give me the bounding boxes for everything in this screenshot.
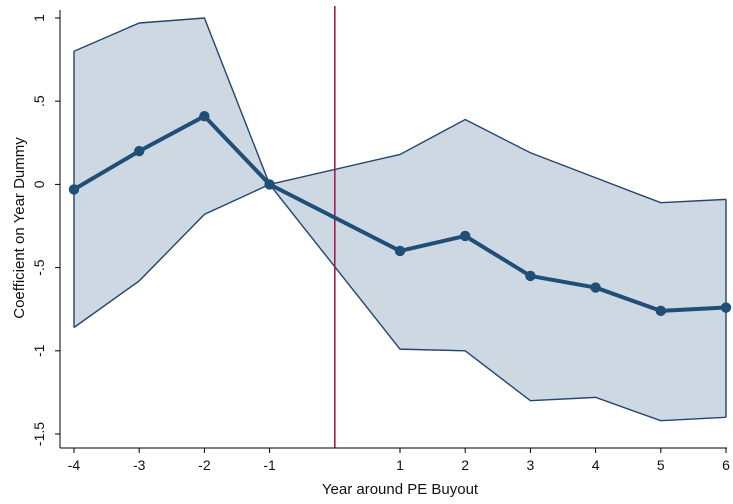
data-point bbox=[590, 282, 601, 293]
x-tick-label: 6 bbox=[722, 457, 730, 473]
x-tick-label: 4 bbox=[592, 457, 600, 473]
data-point bbox=[460, 230, 471, 242]
series-line bbox=[72, 114, 727, 313]
x-tick-label: -4 bbox=[68, 457, 81, 473]
upper-bound-line bbox=[73, 17, 727, 204]
data-point bbox=[525, 270, 536, 282]
data-point bbox=[720, 302, 732, 313]
x-tick-label: 3 bbox=[527, 457, 535, 473]
x-axis-label: Year around PE Buyout bbox=[322, 481, 479, 498]
lower-bound-line bbox=[73, 183, 727, 422]
axes-layer: 1 .5 0 -.5 -1 -1.5 -4 -3 -2 -1 1 2 3 4 5 6 bbox=[31, 10, 730, 473]
y-tick-label: .5 bbox=[31, 95, 47, 107]
data-point bbox=[68, 184, 80, 195]
x-tick-label: 2 bbox=[461, 457, 469, 473]
data-point bbox=[134, 145, 145, 157]
y-axis-label: Coefficient on Year Dummy bbox=[11, 137, 28, 319]
y-tick-label: -1.5 bbox=[31, 422, 47, 446]
data-point bbox=[264, 179, 275, 190]
confidence-band bbox=[74, 18, 726, 421]
x-tick-label: -2 bbox=[198, 457, 211, 473]
x-tick-label: -3 bbox=[133, 457, 146, 473]
data-point bbox=[655, 305, 666, 317]
confidence-band-layer bbox=[73, 17, 727, 422]
x-tick-label: 5 bbox=[657, 457, 665, 473]
data-point bbox=[199, 110, 210, 122]
y-tick-label: 0 bbox=[31, 180, 47, 188]
data-point bbox=[394, 245, 406, 257]
series-line-layer bbox=[72, 114, 727, 313]
x-tick-label: 1 bbox=[396, 457, 404, 473]
y-tick-label: -1 bbox=[31, 344, 47, 357]
series-point-layer bbox=[68, 110, 732, 317]
y-tick-label: -.5 bbox=[31, 259, 47, 276]
y-tick-label: 1 bbox=[31, 14, 47, 22]
x-tick-label: -1 bbox=[263, 457, 276, 473]
